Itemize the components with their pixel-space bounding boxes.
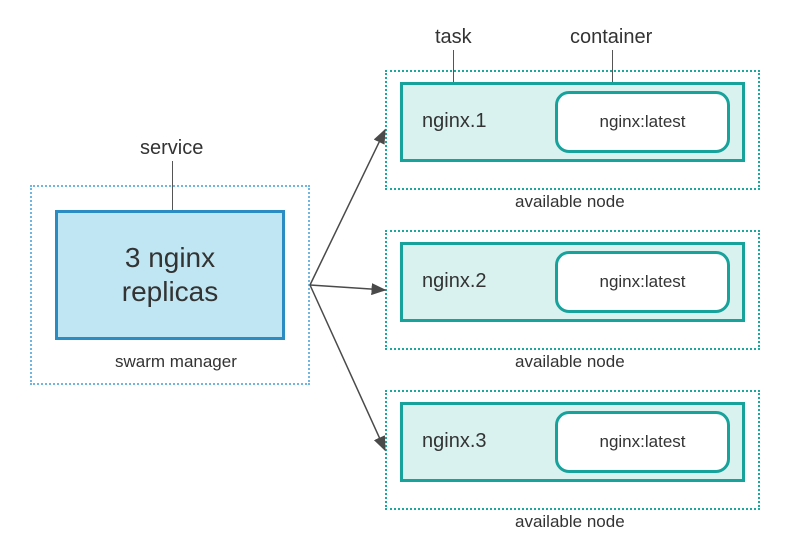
container-text: nginx:latest [600, 432, 686, 452]
container-label: container [570, 26, 652, 49]
container-box: nginx:latest [555, 411, 730, 473]
container-box: nginx:latest [555, 251, 730, 313]
node-caption: available node [515, 192, 625, 212]
service-label: service [140, 137, 203, 160]
node-caption: available node [515, 512, 625, 532]
arrow [310, 130, 385, 285]
service-text-line1: 3 nginx [125, 241, 215, 275]
arrow [310, 285, 385, 290]
task-name: nginx.3 [422, 430, 487, 453]
task-name: nginx.2 [422, 270, 487, 293]
swarm-manager-caption: swarm manager [115, 352, 237, 372]
container-text: nginx:latest [600, 112, 686, 132]
task-name: nginx.1 [422, 110, 487, 133]
service-text-line2: replicas [122, 275, 218, 309]
task-label: task [435, 26, 472, 49]
arrow [310, 285, 385, 450]
container-text: nginx:latest [600, 272, 686, 292]
node-caption: available node [515, 352, 625, 372]
container-box: nginx:latest [555, 91, 730, 153]
service-box: 3 nginxreplicas [55, 210, 285, 340]
